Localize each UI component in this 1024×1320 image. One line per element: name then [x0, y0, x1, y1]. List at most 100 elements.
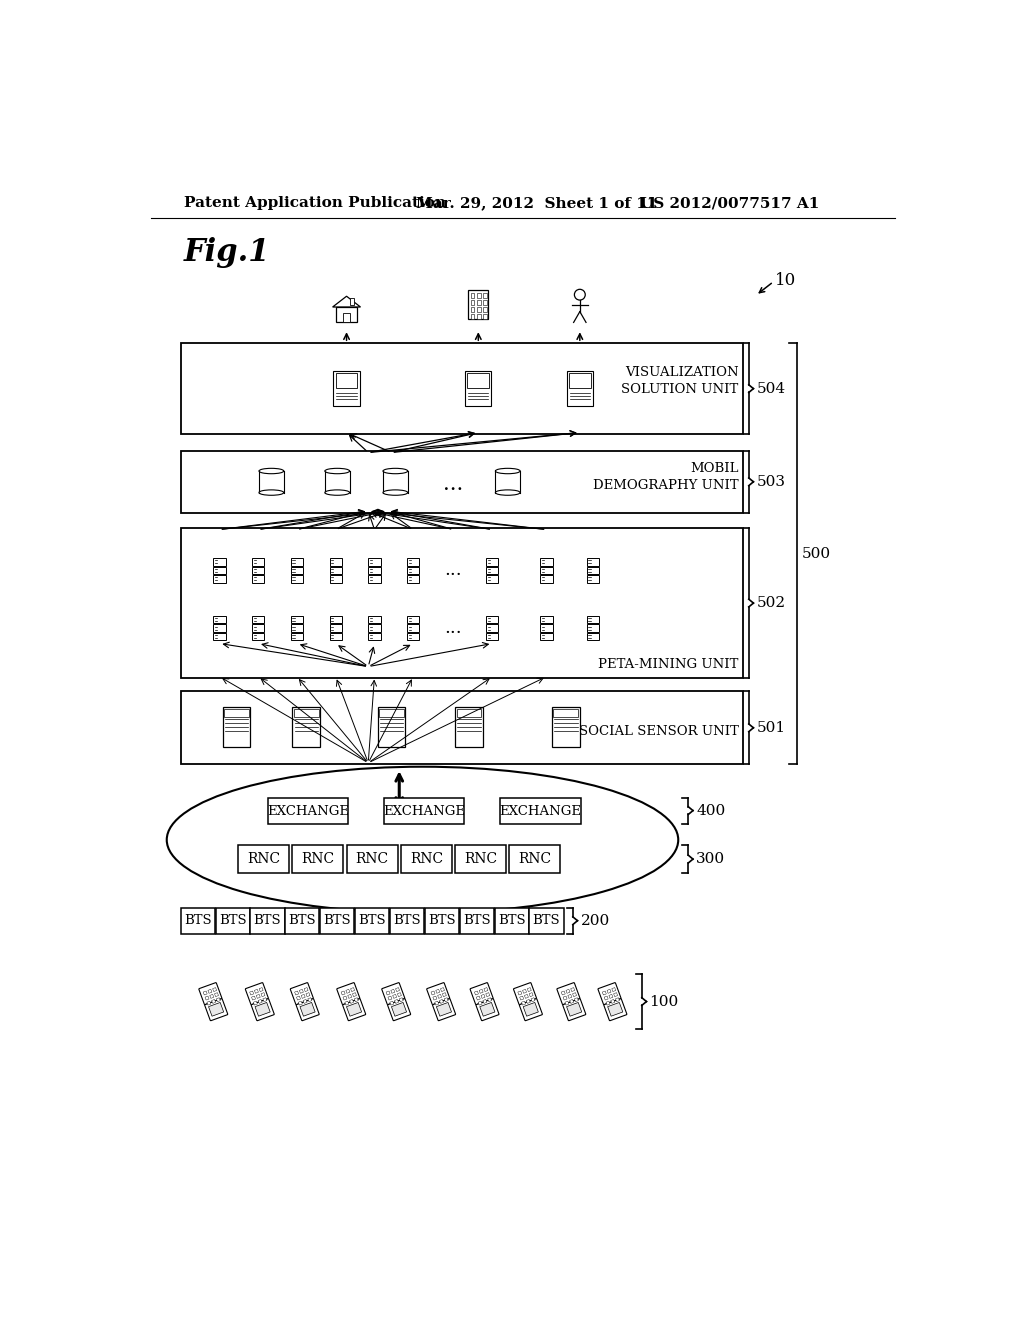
Bar — [212, 999, 216, 1003]
Bar — [541, 566, 553, 574]
Bar — [370, 618, 373, 619]
Text: SOCIAL SENSOR UNIT: SOCIAL SENSOR UNIT — [579, 725, 738, 738]
Bar — [409, 577, 412, 578]
FancyBboxPatch shape — [296, 999, 319, 1020]
Bar — [180, 343, 742, 434]
Bar — [477, 308, 480, 312]
Bar — [542, 635, 545, 636]
Bar — [569, 374, 591, 388]
FancyBboxPatch shape — [205, 999, 227, 1020]
Bar — [518, 991, 522, 995]
Bar — [440, 987, 444, 991]
Bar — [213, 632, 225, 640]
Bar — [397, 993, 401, 997]
Bar — [292, 635, 295, 636]
Bar — [180, 692, 742, 764]
Bar — [479, 989, 483, 993]
Bar — [589, 560, 592, 562]
Bar — [292, 708, 321, 747]
Bar — [331, 618, 334, 619]
Bar — [572, 993, 577, 997]
Bar — [215, 560, 218, 562]
Text: 500: 500 — [802, 546, 830, 561]
Bar — [213, 566, 225, 574]
Bar — [399, 998, 403, 1002]
Bar — [330, 566, 342, 574]
FancyBboxPatch shape — [199, 982, 222, 1005]
FancyBboxPatch shape — [513, 982, 537, 1005]
Text: MOBIL
DEMOGRAPHY UNIT: MOBIL DEMOGRAPHY UNIT — [593, 462, 738, 492]
Bar — [255, 1002, 270, 1016]
Bar — [409, 560, 412, 562]
Text: 400: 400 — [696, 804, 725, 817]
Bar — [552, 708, 580, 747]
Bar — [330, 558, 342, 566]
Text: 300: 300 — [696, 853, 725, 866]
Bar — [254, 560, 257, 562]
Bar — [541, 624, 553, 632]
Text: BTS: BTS — [289, 915, 316, 927]
Bar — [254, 626, 257, 628]
FancyBboxPatch shape — [337, 982, 359, 1005]
Bar — [216, 908, 250, 933]
Bar — [180, 908, 215, 933]
Bar — [286, 908, 319, 933]
Bar — [209, 1002, 223, 1016]
Bar — [587, 576, 599, 582]
Ellipse shape — [383, 469, 408, 474]
Text: EXCHANGE: EXCHANGE — [500, 805, 582, 818]
Ellipse shape — [259, 490, 284, 495]
Bar — [213, 558, 225, 566]
FancyBboxPatch shape — [563, 999, 586, 1020]
Bar — [213, 624, 225, 632]
Bar — [254, 635, 257, 636]
Bar — [292, 577, 295, 578]
Bar — [352, 993, 356, 997]
Text: VISUALIZATION
SOLUTION UNIT: VISUALIZATION SOLUTION UNIT — [622, 367, 738, 396]
Bar — [355, 908, 389, 933]
Bar — [391, 989, 395, 993]
Bar — [457, 709, 481, 717]
Bar — [295, 991, 299, 995]
Text: BTS: BTS — [393, 915, 421, 927]
Bar — [587, 558, 599, 566]
Bar — [370, 635, 373, 636]
Bar — [529, 993, 534, 997]
Bar — [483, 314, 486, 318]
Bar — [474, 991, 478, 995]
Bar — [369, 615, 381, 623]
Text: Mar. 29, 2012  Sheet 1 of 11: Mar. 29, 2012 Sheet 1 of 11 — [417, 197, 657, 210]
Text: RNC: RNC — [518, 853, 552, 866]
Bar — [476, 997, 480, 1001]
Bar — [471, 300, 474, 305]
Bar — [346, 1002, 361, 1016]
Text: RNC: RNC — [410, 853, 443, 866]
Text: BTS: BTS — [428, 915, 456, 927]
Bar — [487, 618, 490, 619]
Bar — [566, 989, 570, 993]
Bar — [254, 577, 257, 578]
Bar — [542, 626, 545, 628]
Text: 100: 100 — [649, 994, 679, 1008]
Bar — [254, 568, 257, 570]
Bar — [431, 991, 435, 995]
Bar — [407, 632, 420, 640]
FancyBboxPatch shape — [388, 999, 411, 1020]
Bar — [407, 624, 420, 632]
Bar — [386, 991, 390, 995]
Bar — [210, 994, 214, 998]
Bar — [607, 1002, 623, 1016]
Bar — [486, 566, 499, 574]
Bar — [258, 999, 262, 1003]
Bar — [291, 624, 303, 632]
Bar — [331, 626, 334, 628]
Text: 10: 10 — [775, 272, 797, 289]
Bar — [460, 908, 494, 933]
Bar — [331, 635, 334, 636]
Bar — [409, 568, 412, 570]
FancyBboxPatch shape — [291, 982, 313, 1005]
Bar — [561, 991, 565, 995]
Bar — [487, 998, 492, 1002]
Bar — [468, 290, 488, 319]
Bar — [299, 989, 303, 993]
